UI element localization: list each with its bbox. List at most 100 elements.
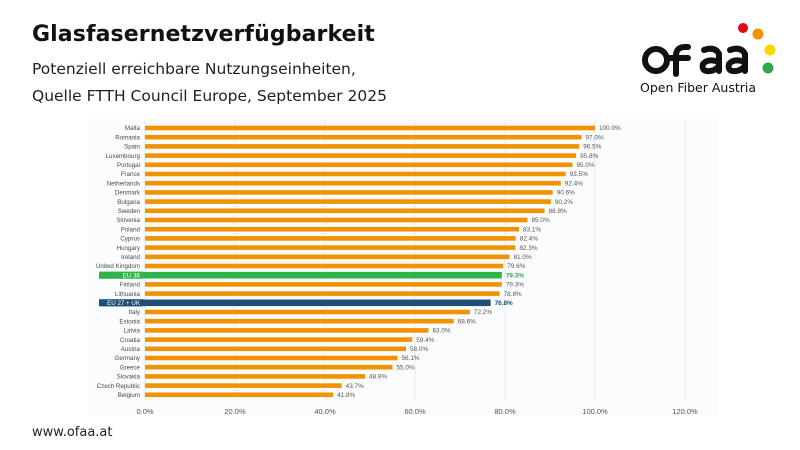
logo-letter-f [667,44,691,77]
value-label: 43.7% [346,383,364,390]
category-label: Sweden [118,208,141,215]
category-label: Romania [115,134,140,141]
bar [145,346,406,352]
value-label: 59.4% [416,337,434,344]
x-tick-label: 20.0% [224,407,246,416]
category-label: Austria [121,346,141,353]
category-label: Greece [120,364,141,371]
value-label: 72.2% [474,309,492,316]
x-tick-label: 40.0% [314,407,336,416]
logo-mark [642,23,776,77]
category-label: Hungary [117,245,141,252]
value-label: 95.0% [577,162,595,169]
value-label: 88.8% [549,208,567,215]
logo-letter-a1 [699,45,722,75]
value-label: 76.8% [495,300,513,307]
logo-dot-orange [752,28,764,40]
category-label: Latvia [123,328,140,335]
value-label: 82.3% [519,245,537,252]
bar [145,254,510,260]
category-label: Malta [125,125,141,132]
logo-letter-a2 [725,45,748,75]
value-label: 93.5% [570,171,588,178]
category-label: Denmark [115,190,141,197]
value-label: 78.8% [504,291,522,298]
bar [145,208,545,214]
value-label: 96.5% [583,144,601,151]
bar [145,318,454,324]
page-subtitle: Potenziell erreichbare Nutzungseinheiten… [32,56,387,110]
category-label: Cyprus [120,236,140,243]
category-label: Croatia [120,337,141,344]
x-tick-label: 60.0% [404,407,426,416]
category-label: Poland [121,226,141,233]
bar [145,263,504,269]
category-label: Italy [129,309,141,316]
logo-dot-red [738,23,748,33]
category-label: Netherlands [107,180,140,187]
header: Glasfasernetzverfügbarkeit Potenziell er… [32,22,387,110]
bar [145,291,500,296]
category-label: Luxembourg [106,153,141,160]
bar [145,355,398,361]
value-label: 56.1% [401,355,419,362]
value-label: 82.4% [520,236,538,243]
label-layer: Malta 100.0% Romania 97.0% Spain 96.5% Luxembo… [96,125,621,399]
value-label: 79.6% [507,263,525,270]
bar [145,180,561,186]
category-label: Portugal [117,162,140,169]
logo-letter-o [642,46,670,74]
tick-layer: 0.0% 20.0% 40.0% 60.0% 80.0% 100.0% 120.0% [136,407,698,416]
footer-url: www.ofaa.at [32,425,113,440]
value-label: 63.0% [433,328,451,335]
value-label: 55.0% [397,364,415,371]
category-label: France [121,171,141,178]
category-label: Slovenia [116,217,140,224]
bar [143,299,491,307]
bar [145,199,551,204]
bar [145,162,573,168]
logo-tagline: Open Fiber Austria [640,80,757,95]
page-title: Glasfasernetzverfügbarkeit [32,22,375,47]
category-label: Spain [124,144,140,151]
bar [145,364,393,370]
value-label: 79.3% [506,282,524,289]
value-label: 83.1% [523,226,541,233]
bar [145,171,566,177]
subtitle-line-1: Potenziell erreichbare Nutzungseinheiten… [32,60,356,78]
category-label: Belgium [118,392,140,399]
value-label: 48.9% [369,374,387,381]
bar [145,374,366,379]
value-label: 100.0% [599,125,621,132]
value-label: 81.0% [514,254,532,261]
bar [145,226,519,232]
x-tick-label: 120.0% [672,407,698,416]
category-label: Estonia [119,318,140,325]
bar [145,125,595,131]
category-label: Finland [120,282,141,289]
value-label: 58.0% [410,346,428,353]
ofaa-logo: Open Fiber Austria [640,18,780,100]
bar [145,309,470,315]
category-label: United Kingdom [96,263,140,270]
bar [145,190,553,195]
category-label: Lithuania [115,291,141,298]
logo-dot-green [762,62,774,74]
bar [145,134,582,140]
category-label: Czech Republic [97,383,140,390]
category-highlight [99,299,143,307]
bar [143,271,502,279]
subtitle-line-2: Quelle FTTH Council Europe, September 20… [32,87,387,105]
value-label: 85.0% [532,217,550,224]
bar-chart: Malta 100.0% Romania 97.0% Spain 96.5% Luxembo… [96,120,698,416]
category-label: Germany [115,355,141,362]
bar [145,245,516,250]
x-tick-label: 80.0% [494,407,516,416]
x-tick-label: 100.0% [582,407,608,416]
category-label: Bulgaria [117,199,140,206]
category-highlight [99,271,143,279]
bar [145,282,502,287]
bar-layer [143,125,595,398]
bar [145,153,577,158]
x-tick-label: 0.0% [136,407,153,416]
